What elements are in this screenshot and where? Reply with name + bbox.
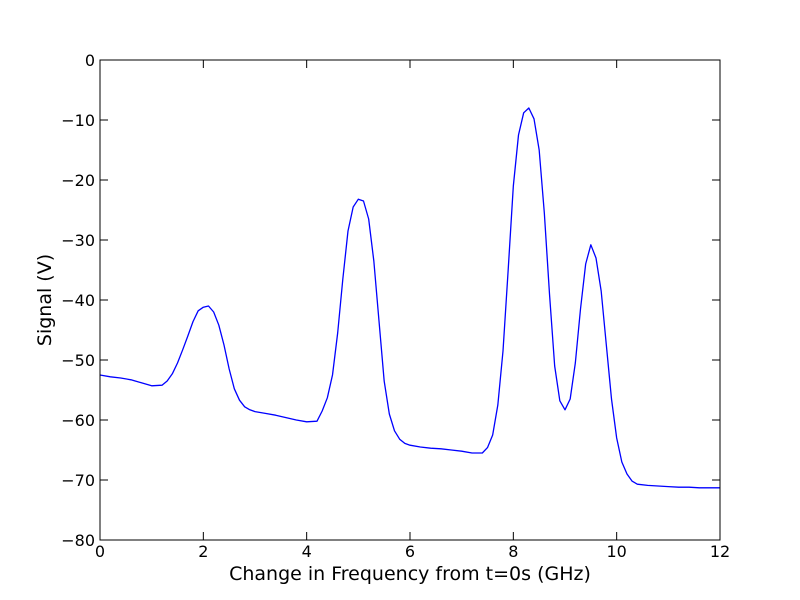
ticks-layer: 0 2 4 6 8 10 12 0 −10 −20 −30 −40 −50 −60 −70 −80 [61, 51, 730, 561]
y-tick-label: −50 [61, 351, 95, 370]
y-tick-label: −30 [61, 231, 95, 250]
x-tick-label: 2 [198, 542, 208, 561]
y-tick-label: −60 [61, 411, 95, 430]
x-tick-label: 0 [95, 542, 105, 561]
x-tick-label: 10 [606, 542, 626, 561]
y-tick-label: 0 [85, 51, 95, 70]
y-tick-label: −20 [61, 171, 95, 190]
y-tick-label: −80 [61, 531, 95, 550]
y-tick-label: −10 [61, 111, 95, 130]
plot-background [100, 60, 720, 540]
x-axis-label: Change in Frequency from t=0s (GHz) [229, 563, 591, 585]
x-tick-label: 4 [302, 542, 312, 561]
y-tick-label: −40 [61, 291, 95, 310]
y-axis-label: Signal (V) [34, 254, 56, 346]
marks-layer [99, 107, 720, 489]
series-line-1 [99, 107, 720, 489]
x-tick-label: 12 [710, 542, 730, 561]
y-tick-label: −70 [61, 471, 95, 490]
x-tick-label: 8 [508, 542, 518, 561]
x-tick-label: 6 [405, 542, 415, 561]
